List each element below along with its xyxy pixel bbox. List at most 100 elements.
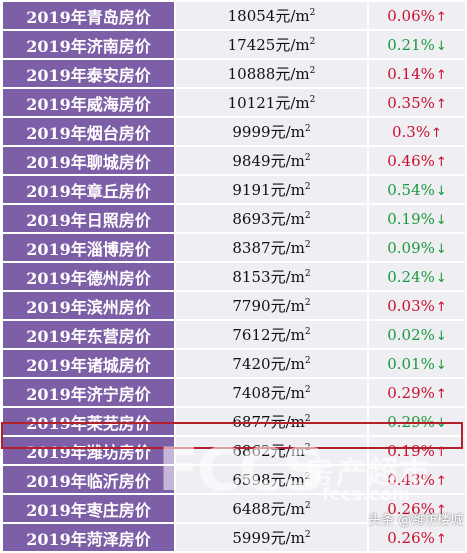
- table-row: 2019年日照房价 8693元/m2 0.19%↓: [3, 204, 465, 234]
- arrow-up-icon: ↑: [435, 386, 447, 402]
- price-cell: 9999元/m2: [175, 117, 369, 147]
- city-cell: 2019年滨州房价: [3, 291, 176, 321]
- arrow-down-icon: ↓: [435, 38, 447, 54]
- price-unit: 元/m: [270, 471, 305, 489]
- table-row: 2019年威海房价 10121元/m2 0.35%↑: [3, 88, 465, 118]
- arrow-up-icon: ↑: [431, 125, 442, 141]
- change-value: 0.19%: [387, 441, 435, 460]
- price-unit: 元/m: [275, 36, 310, 54]
- price-unit: 元/m: [270, 500, 305, 518]
- table-row: 2019年烟台房价 9999元/m2 0.3%↑: [3, 117, 465, 147]
- city-cell: 2019年烟台房价: [3, 117, 176, 147]
- price-value: 8693: [232, 210, 271, 228]
- arrow-down-icon: ↓: [435, 357, 447, 373]
- change-value: 0.54%: [387, 180, 435, 199]
- change-cell: 0.14%↑: [368, 59, 465, 89]
- price-unit-superscript: 2: [304, 530, 311, 540]
- table-row: 2019年东营房价 7612元/m2 0.02%↓: [3, 320, 465, 350]
- change-cell: 0.43%↑: [368, 465, 465, 495]
- change-cell: 0.19%↓: [368, 204, 465, 234]
- price-unit: 元/m: [270, 268, 305, 286]
- price-unit: 元/m: [270, 326, 305, 344]
- price-cell: 9849元/m2: [175, 146, 369, 176]
- city-cell: 2019年东营房价: [3, 320, 176, 350]
- price-unit: 元/m: [270, 384, 305, 402]
- table-row: 2019年淄博房价 8387元/m2 0.09%↓: [3, 233, 465, 263]
- change-value: 0.26%: [387, 528, 435, 547]
- change-value: 0.3%: [391, 122, 431, 141]
- price-unit-superscript: 2: [309, 37, 316, 47]
- price-value: 8387: [232, 239, 271, 257]
- price-unit-superscript: 2: [304, 182, 311, 192]
- table-row: 2019年济宁房价 7408元/m2 0.29%↑: [3, 378, 465, 408]
- price-value: 8153: [232, 268, 271, 286]
- change-value: 0.19%: [387, 209, 435, 228]
- price-cell: 10888元/m2: [175, 59, 369, 89]
- change-cell: 0.02%↓: [368, 320, 465, 350]
- city-cell: 2019年菏泽房价: [3, 523, 176, 553]
- city-cell: 2019年德州房价: [3, 262, 176, 292]
- price-unit: 元/m: [275, 94, 310, 112]
- price-cell: 7408元/m2: [175, 378, 369, 408]
- change-cell: 0.26%↑: [368, 523, 465, 553]
- price-value: 5999: [232, 529, 271, 547]
- price-unit-superscript: 2: [304, 269, 311, 279]
- arrow-down-icon: ↓: [435, 415, 447, 431]
- change-value: 0.26%: [387, 499, 435, 518]
- change-value: 0.35%: [387, 93, 435, 112]
- change-value: 0.43%: [387, 470, 435, 489]
- price-value: 9849: [232, 152, 271, 170]
- change-value: 0.24%: [387, 267, 435, 286]
- arrow-down-icon: ↓: [435, 241, 447, 257]
- price-unit: 元/m: [270, 239, 305, 257]
- price-table: 2019年青岛房价 18054元/m2 0.06%↑ 2019年济南房价 17425元/…: [3, 2, 465, 553]
- table-row: 2019年聊城房价 9849元/m2 0.46%↑: [3, 146, 465, 176]
- price-value: 7790: [232, 297, 271, 315]
- price-unit-superscript: 2: [304, 443, 311, 453]
- change-cell: 0.03%↑: [368, 291, 465, 321]
- price-value: 9191: [232, 181, 271, 199]
- change-cell: 0.06%↑: [368, 2, 465, 31]
- city-cell: 2019年青岛房价: [3, 2, 176, 31]
- change-value: 0.46%: [387, 151, 435, 170]
- change-value: 0.06%: [387, 6, 435, 25]
- change-value: 0.29%: [387, 412, 435, 431]
- price-unit: 元/m: [275, 65, 310, 83]
- price-value: 6488: [232, 500, 271, 518]
- price-unit-superscript: 2: [304, 501, 311, 511]
- price-cell: 6862元/m2: [175, 436, 369, 466]
- city-cell: 2019年淄博房价: [3, 233, 176, 263]
- table-row: 2019年滨州房价 7790元/m2 0.03%↑: [3, 291, 465, 321]
- price-unit-superscript: 2: [304, 153, 311, 163]
- price-cell: 18054元/m2: [175, 2, 369, 31]
- change-cell: 0.26%↑: [368, 494, 465, 524]
- change-cell: 0.29%↓: [368, 407, 465, 437]
- change-cell: 0.21%↓: [368, 30, 465, 60]
- arrow-up-icon: ↑: [435, 154, 447, 170]
- price-unit: 元/m: [270, 210, 305, 228]
- city-cell: 2019年泰安房价: [3, 59, 176, 89]
- arrow-down-icon: ↓: [435, 212, 447, 228]
- table-row: 2019年诸城房价 7420元/m2 0.01%↓: [3, 349, 465, 379]
- table-row: 2019年莱芜房价 6877元/m2 0.29%↓: [3, 407, 465, 437]
- price-unit: 元/m: [270, 181, 305, 199]
- table-row: 2019年枣庄房价 6488元/m2 0.26%↑: [3, 494, 465, 524]
- change-value: 0.29%: [387, 383, 435, 402]
- change-cell: 0.24%↓: [368, 262, 465, 292]
- price-unit-superscript: 2: [304, 240, 311, 250]
- table-row: 2019年临沂房价 6598元/m2 0.43%↑: [3, 465, 465, 495]
- city-cell: 2019年济南房价: [3, 30, 176, 60]
- price-unit: 元/m: [270, 529, 305, 547]
- change-cell: 0.09%↓: [368, 233, 465, 263]
- price-value: 10888: [227, 65, 276, 83]
- table-row: 2019年青岛房价 18054元/m2 0.06%↑: [3, 2, 465, 31]
- price-cell: 5999元/m2: [175, 523, 369, 553]
- change-cell: 0.54%↓: [368, 175, 465, 205]
- price-cell: 6598元/m2: [175, 465, 369, 495]
- change-value: 0.09%: [387, 238, 435, 257]
- price-unit-superscript: 2: [304, 298, 311, 308]
- city-cell: 2019年临沂房价: [3, 465, 176, 495]
- arrow-down-icon: ↓: [435, 183, 447, 199]
- price-cell: 7790元/m2: [175, 291, 369, 321]
- price-value: 7612: [232, 326, 271, 344]
